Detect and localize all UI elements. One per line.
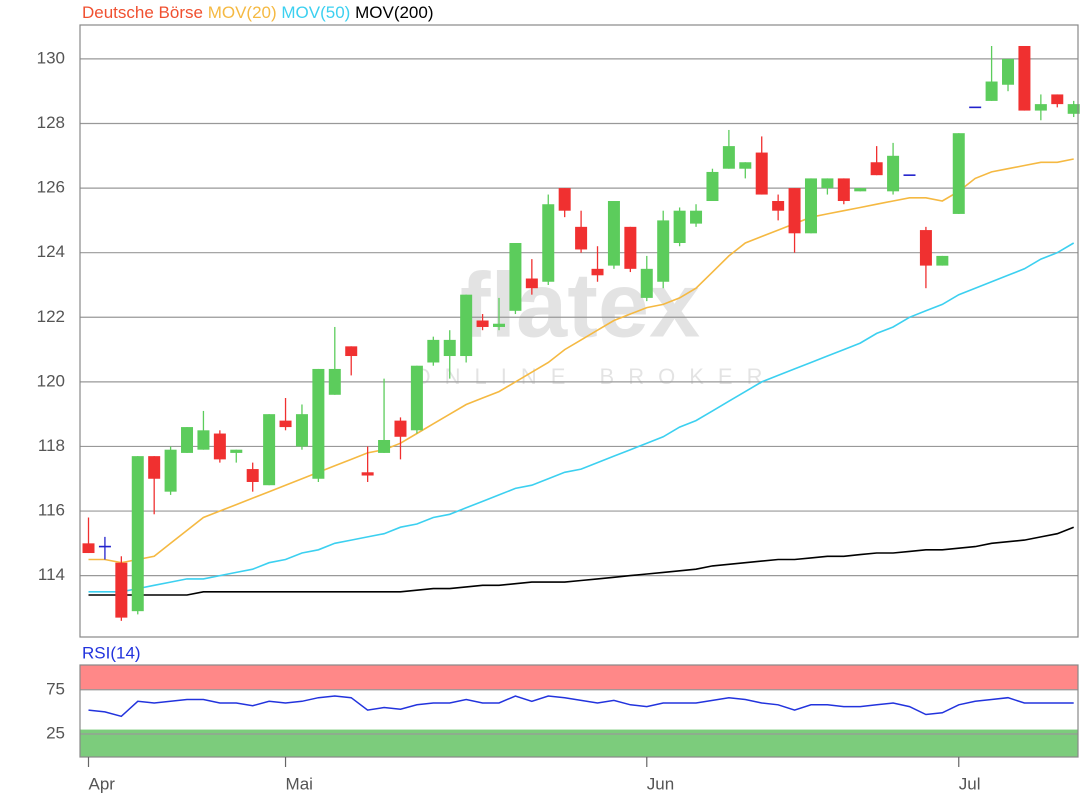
y-tick-label: 128 [37, 113, 65, 132]
candle-body [887, 155, 900, 192]
candle-body [772, 201, 785, 211]
moving-average [88, 242, 1075, 593]
candle-body [804, 178, 817, 234]
candle-body [607, 201, 620, 266]
y-tick-label: 118 [38, 436, 65, 455]
candle-body [476, 320, 489, 327]
candle-body [755, 152, 768, 195]
candle-body [936, 255, 949, 266]
candle-body [460, 294, 473, 357]
y-tick-label: 124 [37, 242, 65, 261]
candle-body [279, 420, 292, 428]
candle-body [394, 420, 407, 437]
candle-body [690, 210, 703, 224]
y-tick-label: 114 [38, 565, 65, 584]
candle-body [1002, 58, 1015, 85]
candle-body [361, 472, 374, 476]
legend-entry: Deutsche Börse [82, 3, 203, 22]
candle-body [263, 414, 276, 486]
candle-body [870, 162, 883, 176]
candle-body [722, 146, 735, 169]
y-tick-label: 130 [37, 48, 65, 67]
candle-body [837, 178, 850, 202]
candle-body [295, 414, 308, 447]
legend: Deutsche Börse MOV(20) MOV(50) MOV(200) [82, 3, 434, 22]
candle-body [82, 543, 95, 554]
candle-body [788, 188, 801, 234]
x-tick-label: Jun [647, 774, 674, 793]
candle-body [1018, 45, 1031, 111]
candle-body [624, 226, 637, 269]
watermark-subtext: ONLINE BROKER [414, 364, 777, 389]
x-tick-label: Mai [286, 774, 313, 793]
candle-body [525, 278, 538, 289]
candle-body [131, 456, 144, 612]
candle-body [558, 188, 571, 211]
candle-body [919, 230, 932, 266]
x-tick-label: Apr [89, 774, 116, 793]
rsi-band [80, 665, 1078, 690]
candle-body [739, 162, 752, 169]
candle-body [197, 430, 210, 450]
y-tick-label: 25 [46, 723, 65, 742]
candle-body [821, 178, 834, 189]
candle-body [509, 242, 522, 311]
candle-body [591, 268, 604, 276]
candle-body [345, 346, 358, 357]
candle-body [952, 133, 965, 214]
candle-body [985, 81, 998, 101]
candle-body [328, 368, 341, 395]
candle-body [443, 339, 456, 357]
y-tick-label: 122 [37, 307, 65, 326]
candle-body [706, 171, 719, 202]
candle-body [640, 268, 653, 298]
candle-body [246, 469, 259, 482]
candle-body [378, 439, 391, 453]
moving-average [88, 158, 1074, 564]
candle-body [542, 204, 555, 282]
legend-entry: MOV(200) [355, 3, 433, 22]
candle-body [181, 427, 194, 453]
y-tick-label: 75 [46, 679, 65, 698]
candle-body [312, 368, 325, 479]
candle-body [148, 456, 161, 479]
y-tick-label: 120 [37, 371, 65, 390]
candle-body [230, 449, 243, 453]
candle-body [1067, 104, 1080, 114]
rsi-line [88, 695, 1074, 718]
candle-body [427, 339, 440, 363]
candle-body [657, 220, 670, 282]
candle-body [213, 433, 226, 460]
x-tick-label: Jul [959, 774, 981, 793]
y-tick-label: 116 [38, 501, 65, 520]
candle-body [1034, 104, 1047, 111]
moving-average [88, 526, 1074, 596]
candle-body [673, 210, 686, 243]
plot-frame [79, 664, 1079, 758]
candle-body [1051, 94, 1064, 105]
candle-body [410, 365, 423, 431]
y-tick-label: 126 [37, 178, 65, 197]
candle-body [854, 188, 867, 192]
candle-body [164, 449, 177, 492]
plot-frame [79, 24, 1079, 638]
rsi-label: RSI(14) [82, 643, 141, 662]
candle-body [115, 562, 128, 618]
legend-entry: MOV(50) [281, 3, 350, 22]
legend-entry: MOV(20) [208, 3, 277, 22]
candle-body [493, 323, 505, 327]
candle-body [575, 226, 588, 250]
